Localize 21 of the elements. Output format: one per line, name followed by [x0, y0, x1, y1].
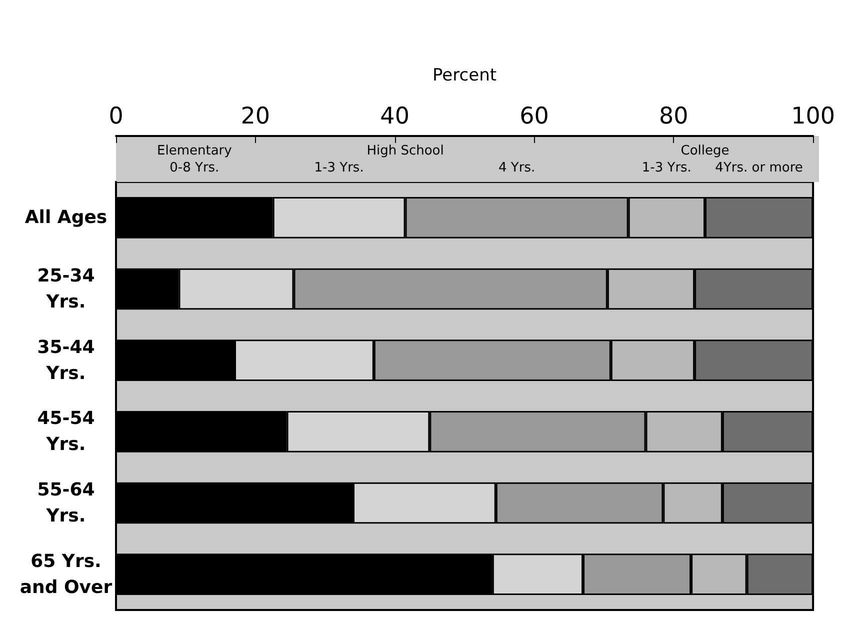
text: Elementary	[157, 144, 232, 158]
x-tick-label: 60	[520, 104, 549, 130]
x-tick-label: 80	[659, 104, 688, 130]
y-tick-label: 35-44 Yrs.	[37, 336, 95, 384]
series-label: 4 Yrs.	[498, 160, 536, 176]
series-label: 1-3 Yrs.	[642, 160, 692, 176]
series-label: 4Yrs. or more	[715, 160, 803, 176]
x-tick-label: 40	[380, 104, 410, 130]
y-tick-label: 25-34 Yrs.	[37, 266, 95, 312]
text: High School	[366, 144, 444, 158]
x-axis-title: Percent	[432, 66, 497, 86]
y-tick-label: 55-64 Yrs.	[37, 480, 95, 526]
series-label: 0-8 Yrs.	[170, 160, 220, 176]
y-tick-label: 45-54 Yrs.	[37, 408, 95, 456]
series-label: 1-3 Yrs.	[314, 160, 364, 176]
x-tick-label: 0	[108, 104, 124, 130]
x-tick-label: 100	[791, 104, 836, 130]
y-tick-label: All Ages	[24, 207, 108, 228]
x-tick-label: 20	[240, 104, 270, 130]
text: College	[680, 144, 730, 158]
y-tick-label: 65 Yrs. and Over	[20, 550, 112, 598]
